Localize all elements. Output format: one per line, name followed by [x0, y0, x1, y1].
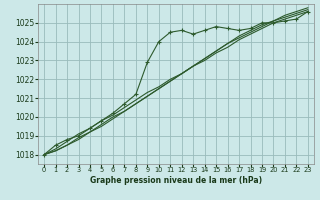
- X-axis label: Graphe pression niveau de la mer (hPa): Graphe pression niveau de la mer (hPa): [90, 176, 262, 185]
